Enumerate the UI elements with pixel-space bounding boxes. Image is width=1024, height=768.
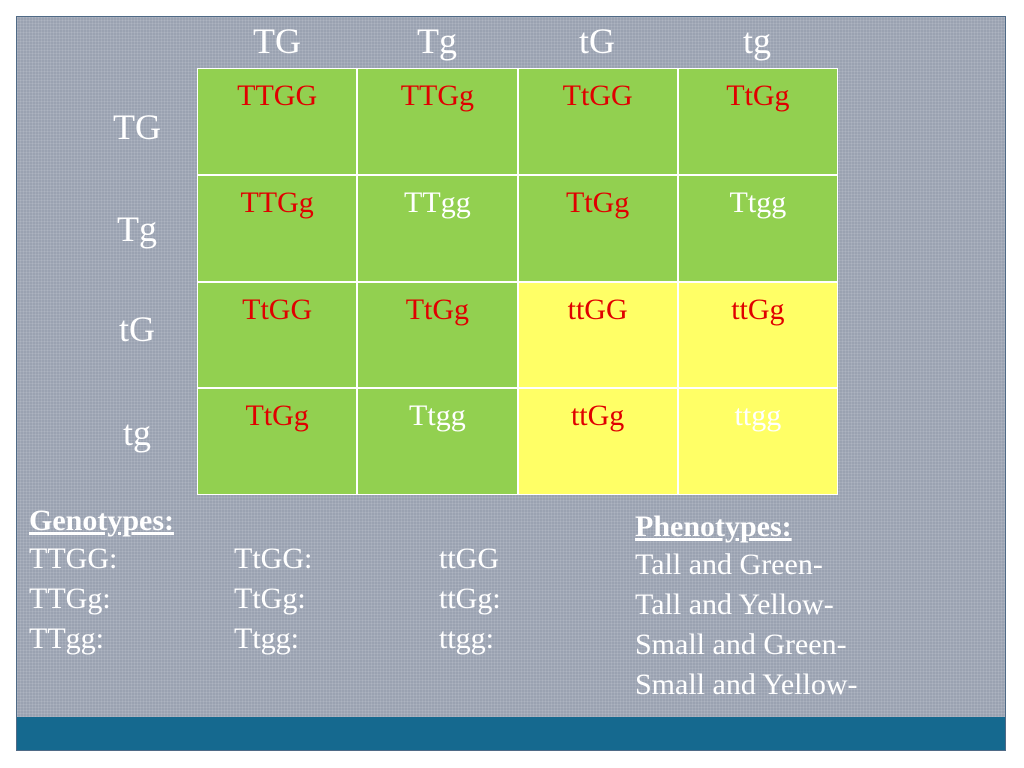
genotype-label: TTgg: — [29, 622, 104, 655]
phenotypes-heading: Phenotypes: — [635, 510, 792, 543]
punnett-cell: TTGG — [198, 69, 357, 174]
column-header-3: tG — [579, 21, 615, 61]
column-header-2: Tg — [417, 21, 457, 61]
genotype-label: ttGG — [439, 542, 499, 575]
punnett-cell: TtGG — [518, 69, 677, 174]
punnett-cell: TTgg — [358, 175, 517, 281]
punnett-cell: TTGg — [198, 175, 357, 281]
punnett-cell: TtGg — [198, 389, 357, 494]
slide: TG Tg tG tg TG Tg tG tg TTGG TTGg TtGG T… — [16, 16, 1006, 751]
punnett-cell: TtGG — [198, 282, 357, 388]
phenotype-item: Tall and Green- — [635, 548, 823, 581]
genotype-label: TtGG: — [234, 542, 313, 575]
phenotype-item: Tall and Yellow- — [635, 588, 834, 621]
punnett-cell: ttGG — [518, 282, 677, 388]
row-header-4: tg — [122, 413, 151, 453]
genotype-label: ttgg: — [439, 622, 495, 655]
genotypes-list: TTGG: TtGG: ttGG TTGg: TtGg: ttGg: TTgg:… — [29, 539, 559, 659]
punnett-cell: TtGg — [678, 69, 837, 174]
punnett-cell: Ttgg — [678, 175, 837, 281]
column-header-1: TG — [253, 21, 301, 61]
phenotypes-section: Phenotypes: Tall and Green- Tall and Yel… — [635, 509, 858, 705]
punnett-cell: TtGg — [358, 282, 517, 388]
column-header-4: tg — [742, 21, 771, 61]
punnett-cell: Ttgg — [358, 389, 517, 494]
genotype-label: TTGg: — [29, 582, 111, 615]
genotype-label: Ttgg: — [234, 622, 299, 655]
footer-bar — [17, 717, 1005, 750]
genotype-label: ttGg: — [439, 582, 501, 615]
row-header-3: tG — [119, 309, 155, 349]
punnett-cell: ttGg — [678, 282, 837, 388]
genotypes-section: Genotypes: TTGG: TtGG: ttGG TTGg: TtGg: … — [29, 503, 559, 659]
row-header-1: TG — [113, 107, 161, 147]
phenotype-item: Small and Green- — [635, 628, 847, 661]
punnett-cell: TTGg — [358, 69, 517, 174]
punnett-cell: ttGg — [518, 389, 677, 494]
punnett-cell: ttgg — [678, 389, 837, 494]
genotype-label: TtGg: — [234, 582, 306, 615]
phenotype-item: Small and Yellow- — [635, 668, 858, 701]
genotypes-heading: Genotypes: — [29, 504, 174, 537]
punnett-square: TTGG TTGg TtGG TtGg TTGg TTgg TtGg Ttgg … — [197, 68, 838, 495]
punnett-cell: TtGg — [518, 175, 677, 281]
genotype-label: TTGG: — [29, 542, 118, 575]
row-header-2: Tg — [117, 209, 157, 249]
